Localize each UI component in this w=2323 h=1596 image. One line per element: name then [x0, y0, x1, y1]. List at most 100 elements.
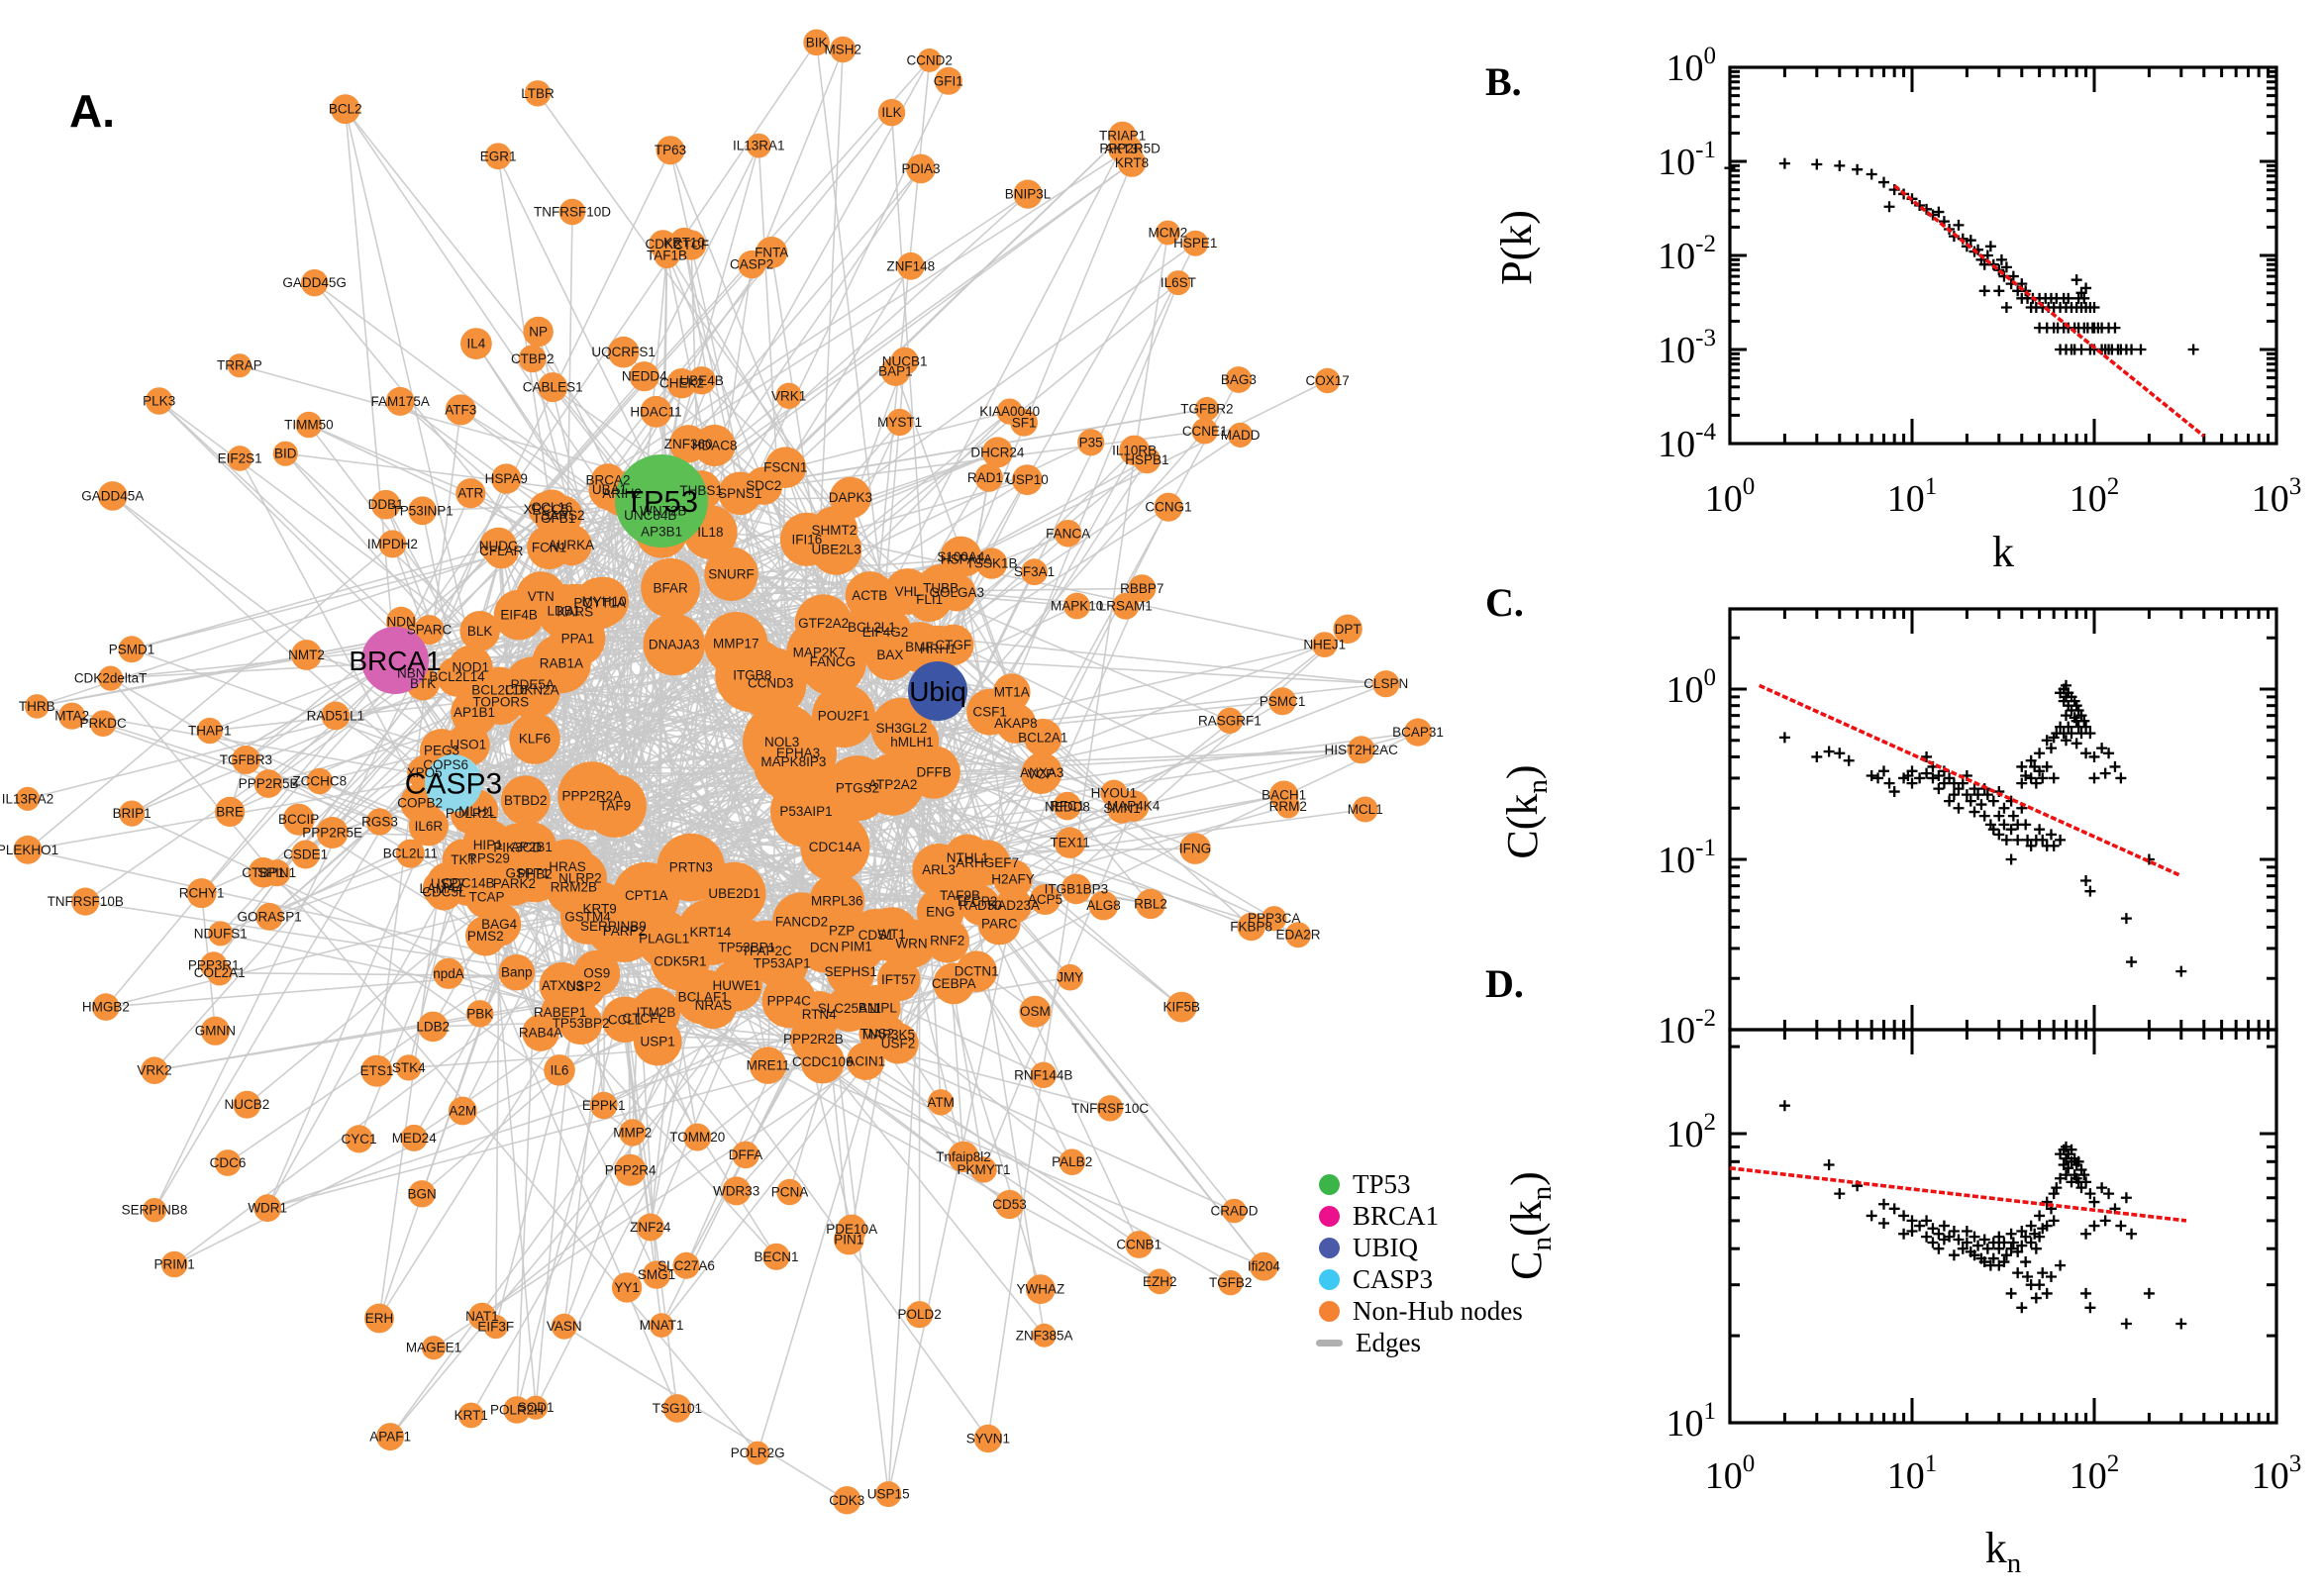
data-point [1978, 285, 1990, 297]
network-node [466, 1000, 494, 1028]
network-node [1191, 418, 1218, 445]
data-point [2060, 1141, 2071, 1152]
network-node-label: TCAP [468, 889, 504, 904]
network-node [940, 536, 982, 578]
network-node-label: RTN4 [802, 1007, 838, 1022]
data-point [2120, 913, 2132, 925]
data-point [2020, 1231, 2032, 1243]
network-node [927, 1089, 955, 1116]
data-point [1724, 162, 1736, 174]
network-node-label: PPP3CA [1248, 911, 1300, 926]
network-node-label: NUCB2 [225, 1097, 270, 1112]
network-node [1057, 963, 1083, 991]
data-point [2063, 292, 2074, 304]
network-node-label: FANCG [810, 654, 857, 669]
network-node-label: RRM2B [551, 880, 597, 895]
network-edge [345, 109, 396, 661]
network-node [400, 1124, 428, 1151]
network-node [886, 408, 914, 437]
network-node-label: Tnfaip8l2 [936, 1149, 991, 1164]
tick-label: 100 [1705, 1450, 1756, 1497]
network-node-label: PIN1 [834, 1233, 863, 1247]
network-node [13, 835, 43, 864]
network-node [640, 395, 672, 428]
hub-node-label: Ubiq [909, 676, 966, 707]
network-node-label: PLAGL1 [639, 932, 689, 947]
network-node [291, 640, 322, 670]
network-node-label: MRPL36 [811, 893, 863, 908]
network-node-label: TAF9 [599, 799, 631, 814]
data-point [2000, 261, 2012, 273]
network-edge [433, 1060, 866, 1348]
hub-node-brca1 [361, 627, 429, 694]
data-point [2120, 1318, 2132, 1330]
network-node-label: BNIP3L [1005, 187, 1052, 202]
network-node-label: MLH1 [458, 804, 494, 819]
network-edge [131, 812, 561, 1014]
network-node [524, 80, 552, 107]
data-point [2103, 1188, 2115, 1200]
data-point [2078, 292, 2090, 304]
legend-label: BRCA1 [1353, 1200, 1440, 1231]
network-node-label: RFC1 [1050, 799, 1084, 814]
network-node-label: BRIP1 [113, 806, 152, 821]
network-node [433, 957, 464, 989]
data-point [1877, 765, 1889, 777]
network-node-label: MTA2 [54, 709, 89, 724]
network-node-label: HDAC11 [630, 404, 681, 419]
data-point [2080, 1228, 2092, 1240]
network-node-label: PPP2R2A [562, 788, 623, 803]
network-node [636, 1213, 664, 1242]
data-point [2126, 344, 2138, 355]
network-node-label: KIAA0040 [979, 404, 1040, 419]
data-point [2078, 1169, 2090, 1181]
data-point [1834, 1188, 1846, 1200]
network-node [974, 463, 1003, 492]
network-node-label: Banp [501, 965, 533, 980]
network-node-label: USP2 [566, 979, 601, 994]
network-node-label: IFNG [1179, 842, 1211, 856]
network-node-label: HIP1 [473, 838, 503, 852]
network-node [455, 478, 486, 509]
network-node [1054, 827, 1086, 858]
network-node-label: AKAP8 [994, 716, 1038, 731]
network-node-label: TP53BP1 [718, 941, 775, 955]
network-node-label: FCN1 [532, 540, 566, 554]
network-node [498, 953, 536, 991]
data-point [1972, 789, 1984, 801]
network-node-label: KRT10 [663, 235, 705, 249]
network-node [1125, 1231, 1154, 1258]
network-edge [1012, 587, 1144, 880]
network-node-label: PPA1 [561, 631, 595, 646]
network-node-label: ZNF24 [630, 1220, 671, 1235]
network-node-label: PARC [981, 917, 1018, 932]
network-node [1117, 136, 1143, 161]
data-point [1969, 806, 1980, 818]
network-node-label: CCL16 [531, 500, 572, 515]
network-edge [660, 500, 1289, 808]
network-node-label: HSPB1 [1125, 452, 1168, 467]
network-node-label: FSCN1 [763, 460, 807, 475]
network-edge [266, 1060, 824, 1209]
data-point [1927, 772, 1939, 784]
network-node-label: RABEP1 [534, 1005, 586, 1020]
network-edge [877, 976, 1070, 1009]
network-node-label: APAF1 [369, 1430, 411, 1445]
network-node-label: PRIM1 [153, 1257, 194, 1272]
network-node [231, 746, 260, 774]
data-point [1993, 1231, 2005, 1243]
network-node [656, 136, 685, 165]
network-node [858, 605, 912, 659]
data-point [2126, 1228, 2138, 1240]
network-node-label: MADD [1221, 428, 1261, 443]
data-point [2034, 765, 2046, 777]
network-node-label: OS9 [583, 966, 610, 981]
network-node-label: MSH2 [824, 43, 861, 57]
network-node [800, 812, 870, 882]
network-node-label: CABLES1 [523, 380, 583, 395]
network-edge [979, 905, 1141, 1246]
data-point [1921, 1231, 1933, 1243]
network-node [98, 481, 128, 511]
network-edge [537, 92, 940, 649]
legend-label: CASP3 [1353, 1263, 1434, 1294]
